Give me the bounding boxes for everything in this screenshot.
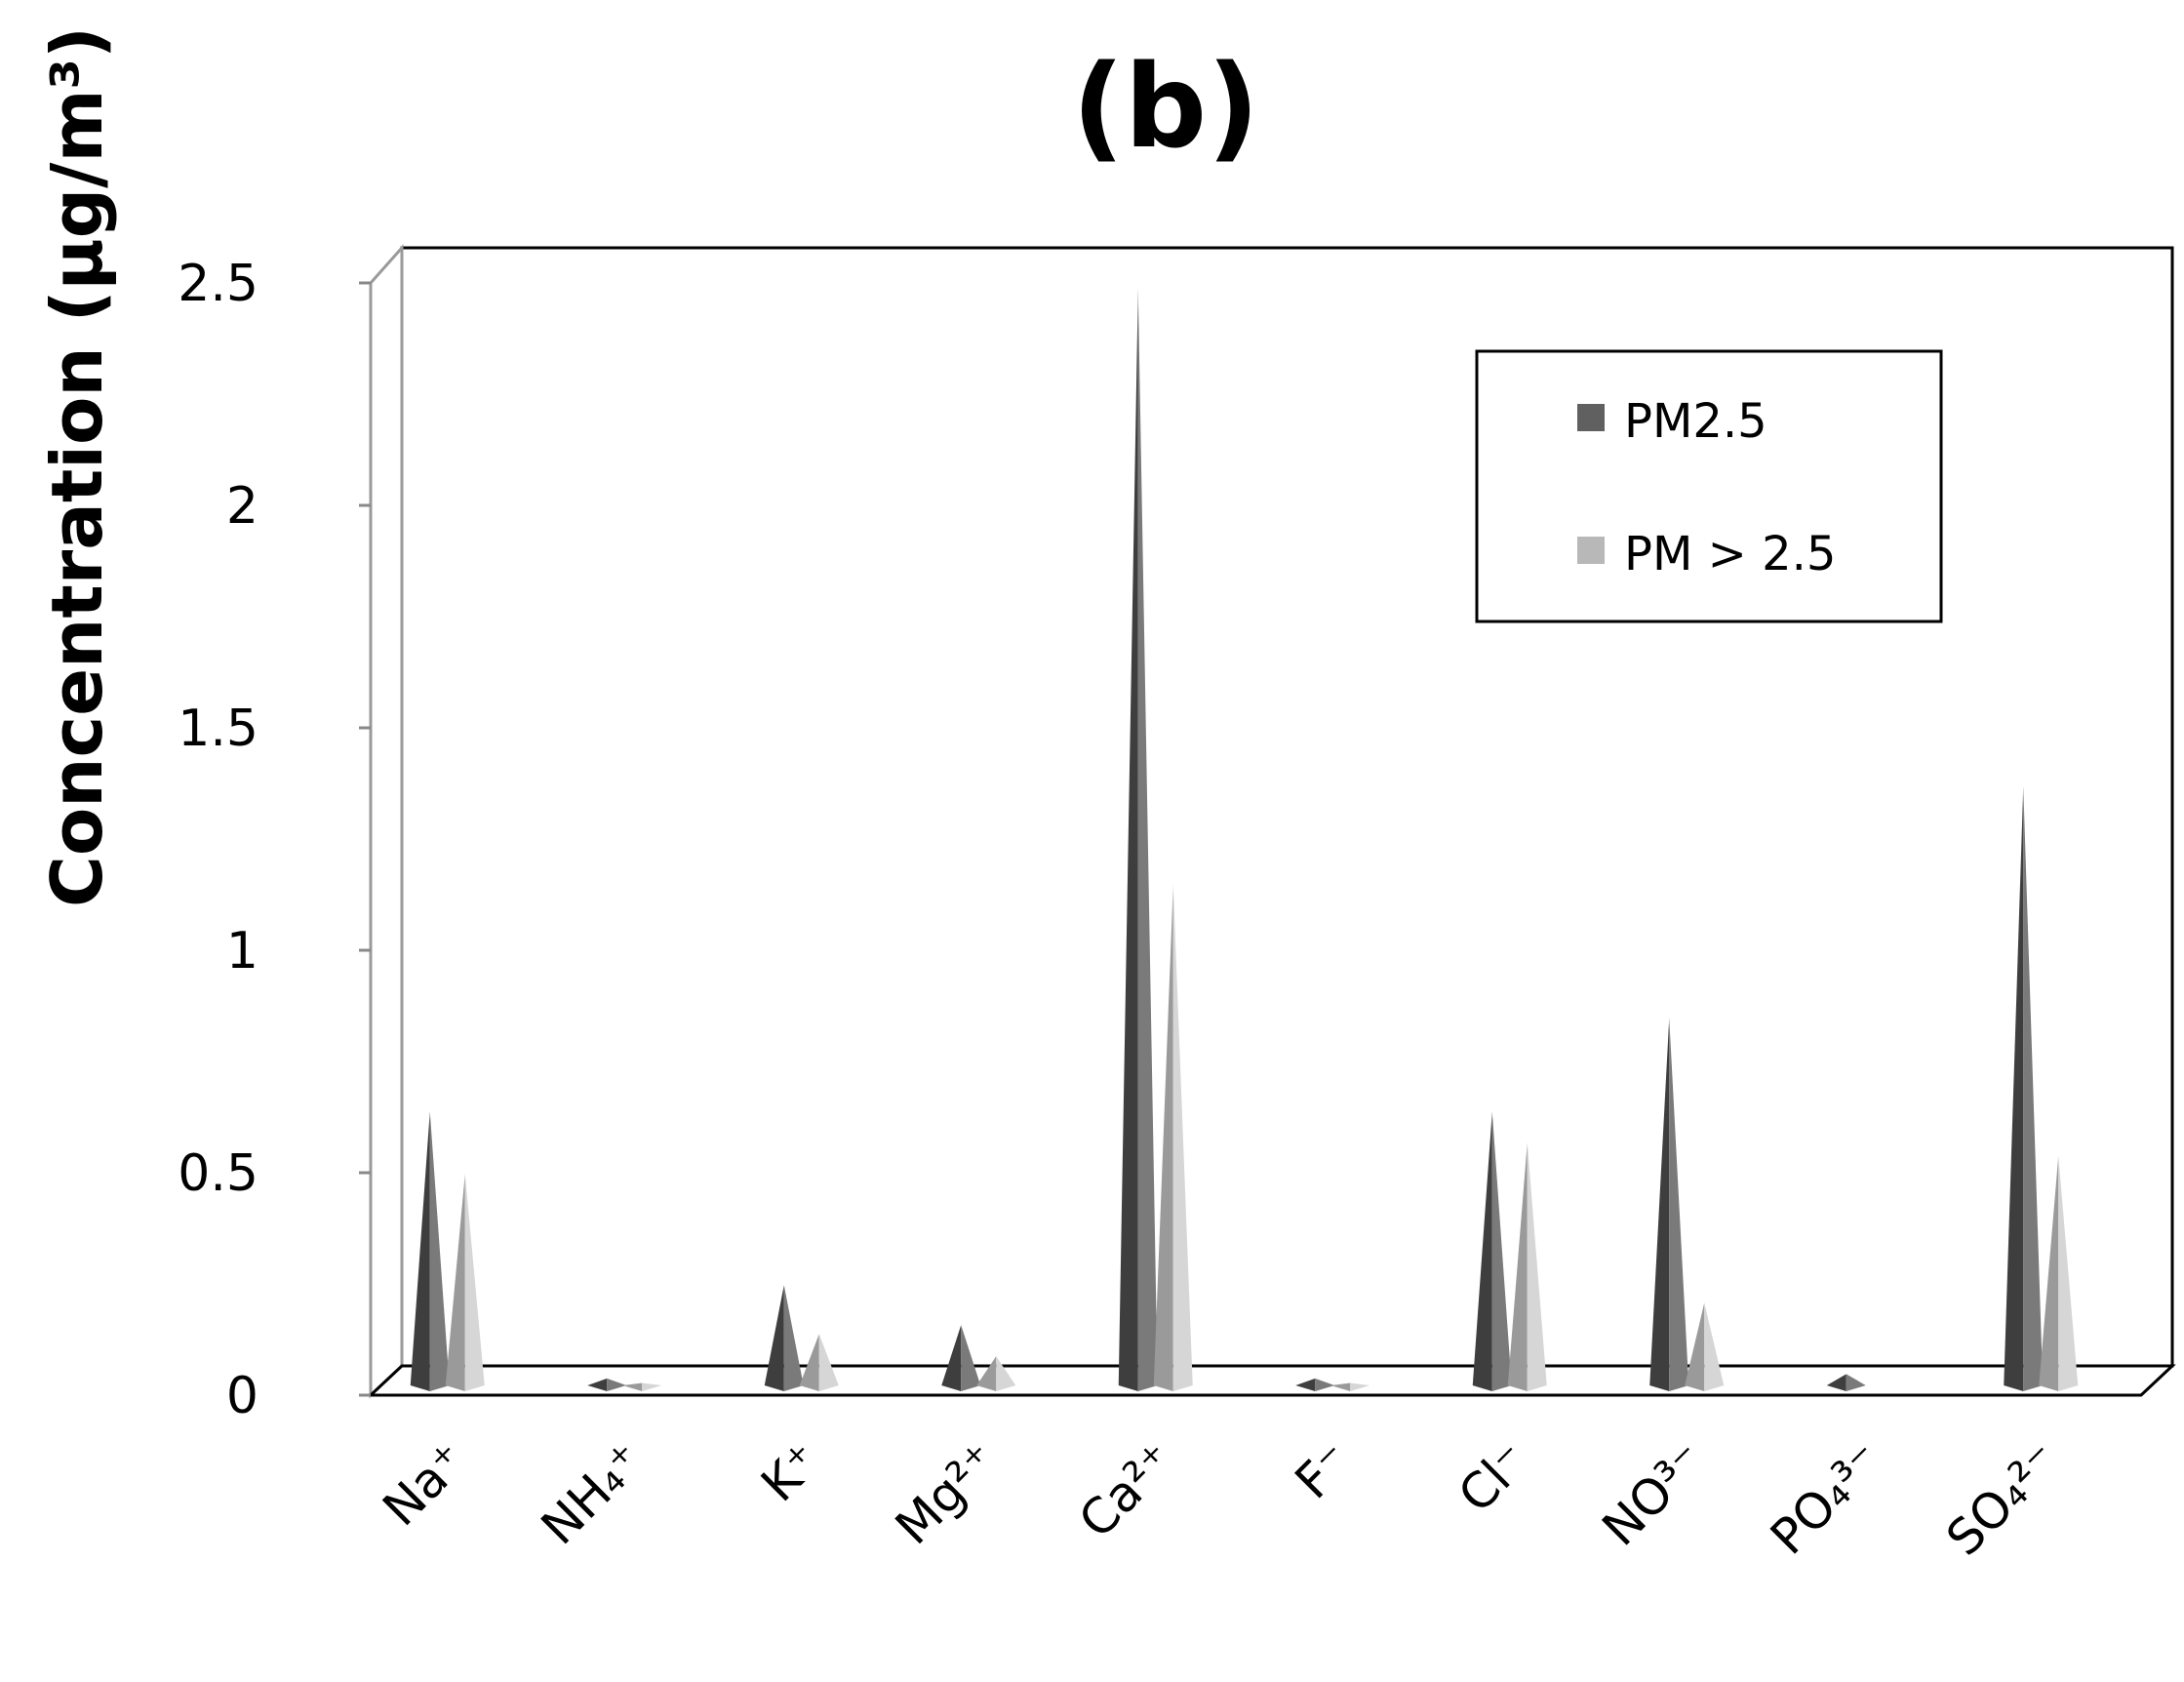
x-category-label: Ca²⁺ <box>1068 1431 1185 1548</box>
chart-title: (b) <box>1072 39 1259 174</box>
y-tick-label: 2 <box>226 477 258 536</box>
x-category-label: Na⁺ <box>372 1431 477 1537</box>
bar-pm-gt25-right-face <box>1350 1382 1370 1391</box>
x-category-label: NH₄⁺ <box>531 1431 655 1555</box>
bar-pm25-left-face <box>1472 1111 1492 1391</box>
bar-pm25-right-face <box>1669 1018 1689 1391</box>
bar-pm-gt25-left-face <box>2039 1155 2059 1391</box>
bar-pm25-left-face <box>587 1378 608 1391</box>
bar-pm-gt25-right-face <box>1704 1302 1725 1391</box>
bar-pm-gt25-left-face <box>1685 1302 1705 1391</box>
bar-pm25-right-face <box>429 1111 450 1391</box>
legend-box <box>1475 349 1943 623</box>
bar-pm25-right-face <box>1491 1111 1512 1391</box>
bar-pm25-right-face <box>783 1285 804 1391</box>
x-category-label: NO³⁻ <box>1592 1431 1717 1556</box>
bar-pm-gt25-right-face <box>1527 1142 1547 1391</box>
x-category-label: Cl⁻ <box>1448 1431 1539 1523</box>
legend-label-pm-gt25: PM > 2.5 <box>1624 527 1836 581</box>
bar-pm-gt25-left-face <box>1330 1382 1351 1391</box>
bar-pm-gt25-left-face <box>799 1334 819 1391</box>
y-tick-label: 0.5 <box>178 1144 258 1203</box>
bar-pm-gt25-left-face <box>976 1356 997 1391</box>
x-category-label: F⁻ <box>1285 1431 1363 1509</box>
bar-pm25-right-face <box>1315 1378 1335 1391</box>
bar-pm25-left-face <box>1826 1374 1846 1391</box>
bar-pm-gt25-right-face <box>642 1382 662 1391</box>
y-tick-label: 1 <box>226 922 258 981</box>
bar-pm25-right-face <box>961 1325 981 1391</box>
legend-swatch-pm-gt25 <box>1577 537 1605 564</box>
bar-pm25-left-face <box>410 1111 430 1391</box>
x-category-label: Mg²⁺ <box>885 1431 1009 1555</box>
x-category-label: PO₄³⁻ <box>1760 1431 1893 1565</box>
bar-pm-gt25-right-face <box>818 1334 839 1391</box>
y-axis-label: Concentration (µg/m³) <box>36 26 118 907</box>
bar-pm25-right-face <box>2023 786 2044 1391</box>
bar-pm25-left-face <box>1118 288 1138 1392</box>
y-tick-label: 2.5 <box>178 255 258 313</box>
bar-pm-gt25-left-face <box>445 1174 465 1391</box>
plot-left-wall <box>369 244 404 1399</box>
bar-pm-gt25-left-face <box>622 1382 643 1391</box>
bar-pm-gt25-right-face <box>464 1174 485 1391</box>
data-marks <box>410 288 2079 1392</box>
bar-pm-gt25-right-face <box>996 1356 1016 1391</box>
bar-pm25-left-face <box>941 1325 962 1391</box>
bar-pm-gt25-right-face <box>2058 1155 2079 1391</box>
bar-pm25-right-face <box>607 1378 627 1391</box>
bar-pm25-left-face <box>764 1285 784 1391</box>
bar-pm-gt25-left-face <box>1507 1142 1528 1391</box>
bar-pm-gt25-left-face <box>1153 884 1173 1391</box>
x-axis-category-labels: Na⁺ NH₄⁺ K⁺ Mg²⁺ Ca²⁺ F⁻ Cl⁻ NO³⁻ PO₄³⁻ SO₄²⁻ <box>372 1431 2070 1566</box>
bar-pm25-left-face <box>1295 1378 1316 1391</box>
bar-pm25-left-face <box>2004 786 2024 1391</box>
legend: PM2.5 PM > 2.5 <box>1475 349 1943 623</box>
y-tick-label: 0 <box>226 1367 258 1425</box>
legend-swatch-pm25 <box>1577 404 1605 431</box>
bar-pm25-right-face <box>1137 288 1158 1392</box>
x-category-label: SO₄²⁻ <box>1935 1431 2070 1566</box>
bar-pm25-left-face <box>1649 1018 1670 1391</box>
x-category-label: K⁺ <box>750 1431 831 1512</box>
bar-pm-gt25-right-face <box>1172 884 1193 1391</box>
bar-pm25-right-face <box>1846 1374 1866 1391</box>
y-axis-ticks: 0 0.5 1 1.5 2 2.5 <box>178 255 371 1425</box>
y-tick-label: 1.5 <box>178 700 258 758</box>
legend-label-pm25: PM2.5 <box>1624 394 1767 449</box>
